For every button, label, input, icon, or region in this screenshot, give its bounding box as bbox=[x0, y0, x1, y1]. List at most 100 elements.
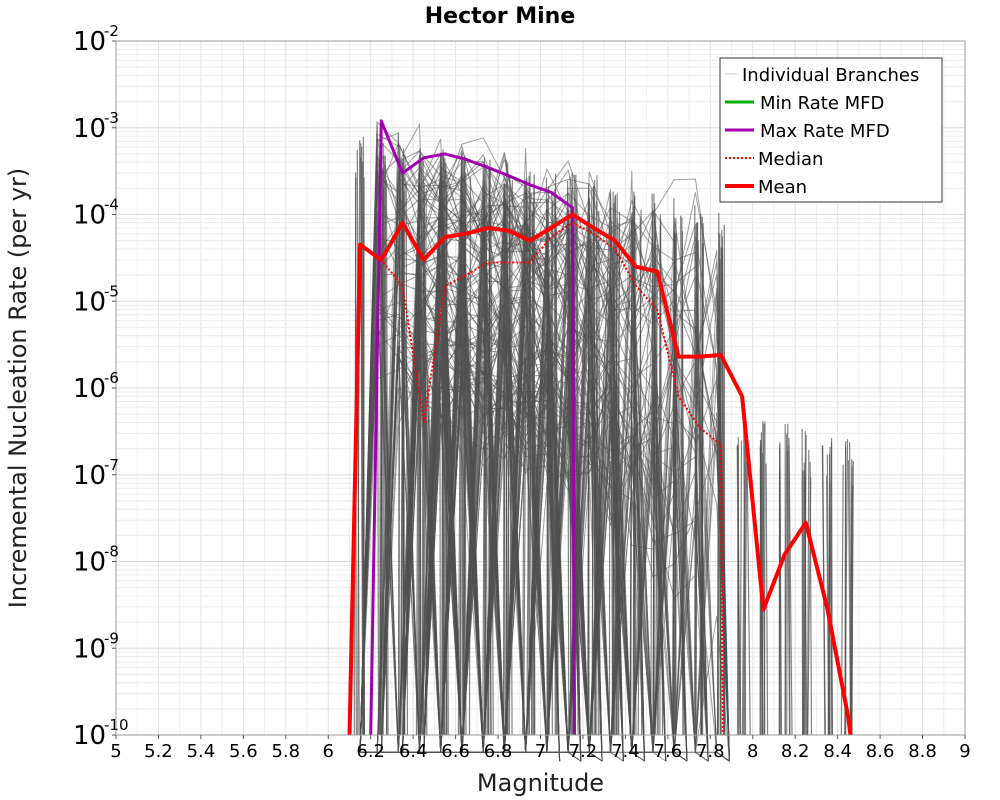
branch-spike bbox=[441, 149, 444, 736]
x-tick-label: 6 bbox=[323, 741, 334, 762]
branch-spike bbox=[405, 182, 409, 736]
legend-label: Min Rate MFD bbox=[760, 93, 884, 114]
x-tick-label: 7.4 bbox=[611, 741, 640, 762]
branch-spike bbox=[746, 456, 751, 736]
branch-spike bbox=[378, 174, 382, 736]
y-tick-exponent: -2 bbox=[104, 22, 119, 40]
branch-spike bbox=[548, 194, 553, 736]
branch-spike bbox=[356, 149, 360, 736]
branch-spike bbox=[671, 233, 676, 736]
x-tick-label: 5.4 bbox=[187, 741, 216, 762]
branch-spike bbox=[422, 188, 427, 736]
branch-spike bbox=[531, 201, 534, 736]
branch-spike bbox=[553, 191, 556, 736]
branch-spike bbox=[639, 218, 643, 736]
branch-spike bbox=[697, 240, 702, 736]
branch-spike bbox=[761, 423, 765, 736]
y-tick-exponent: -8 bbox=[104, 543, 119, 561]
branch-spike bbox=[439, 183, 441, 736]
branch-spike bbox=[576, 188, 581, 736]
branch-spike bbox=[545, 177, 550, 736]
x-tick-label: 8 bbox=[747, 741, 758, 762]
legend-box bbox=[719, 57, 943, 203]
y-tick-label: 10 bbox=[73, 27, 106, 57]
x-tick-label: 6.2 bbox=[356, 741, 385, 762]
branch-spike bbox=[482, 167, 486, 736]
branch-spike bbox=[598, 210, 601, 736]
branch-spike bbox=[443, 158, 446, 736]
branch-spike bbox=[523, 178, 528, 736]
branch-spike bbox=[659, 226, 664, 736]
x-tick-label: 7.2 bbox=[569, 741, 598, 762]
branch-spike bbox=[385, 179, 389, 736]
branch-spike bbox=[504, 162, 509, 736]
branch-spike bbox=[737, 444, 741, 736]
branch-spike bbox=[742, 439, 747, 736]
branch-spike bbox=[630, 223, 633, 736]
branch-spike bbox=[568, 218, 573, 736]
branch-line bbox=[359, 205, 624, 762]
y-tick-label: 10 bbox=[73, 114, 106, 144]
branch-spike bbox=[508, 180, 513, 736]
branch-spike bbox=[591, 185, 595, 736]
x-tick-label: 7 bbox=[535, 741, 546, 762]
x-tick-label: 6.6 bbox=[441, 741, 470, 762]
branch-spike bbox=[360, 143, 364, 736]
x-tick-label: 8.4 bbox=[823, 741, 852, 762]
series-layer bbox=[347, 119, 853, 736]
y-tick-label: 10 bbox=[73, 634, 106, 664]
branch-spike bbox=[422, 194, 425, 736]
branch-spike bbox=[441, 153, 445, 736]
branch-spike bbox=[680, 215, 684, 736]
y-tick-exponent: -4 bbox=[104, 196, 119, 214]
branch-spike bbox=[803, 477, 807, 736]
branch-spike bbox=[423, 182, 428, 736]
branch-spike bbox=[807, 477, 812, 736]
branch-spike bbox=[851, 485, 854, 736]
legend-label: Individual Branches bbox=[742, 65, 919, 86]
series-median bbox=[348, 221, 724, 736]
branch-spike bbox=[701, 244, 704, 736]
branch-spike bbox=[844, 439, 849, 736]
branch-spike bbox=[786, 450, 791, 736]
y-axis-label: Incremental Nucleation Rate (per yr) bbox=[4, 168, 32, 608]
y-tick-label: 10 bbox=[73, 201, 106, 231]
x-tick-label: 8.2 bbox=[781, 741, 810, 762]
branch-spike bbox=[382, 165, 386, 736]
branch-spike bbox=[463, 173, 467, 736]
branch-spike bbox=[445, 162, 448, 736]
chart-title: Hector Mine bbox=[425, 4, 576, 29]
branch-spike bbox=[695, 222, 698, 736]
branch-spike bbox=[528, 175, 533, 736]
y-tick-label: 10 bbox=[73, 374, 106, 404]
y-tick-label: 10 bbox=[73, 721, 106, 751]
x-axis-label: Magnitude bbox=[477, 769, 604, 797]
y-tick-exponent: -5 bbox=[104, 282, 119, 300]
branch-spike bbox=[526, 209, 531, 736]
y-tick-label: 10 bbox=[73, 287, 106, 317]
branch-spike bbox=[457, 183, 462, 736]
x-tick-label: 7.8 bbox=[696, 741, 725, 762]
individual-branches bbox=[353, 120, 854, 762]
branch-spike bbox=[743, 460, 748, 736]
y-tick-exponent: -3 bbox=[104, 109, 119, 127]
branch-spike bbox=[828, 447, 831, 736]
branch-spike bbox=[850, 459, 853, 736]
branch-spike bbox=[566, 180, 570, 736]
branch-spike bbox=[847, 460, 852, 736]
branch-spike bbox=[739, 440, 743, 736]
branch-spike bbox=[484, 167, 488, 736]
x-axis-ticks: 5 5.2 5.4 5.6 5.8 6 6.2 6.4 6.6 6.8 7 7.2 7.4 7.6 7.8 8… bbox=[110, 735, 971, 762]
y-tick-exponent: -6 bbox=[104, 369, 119, 387]
x-tick-label: 5 bbox=[110, 741, 121, 762]
x-tick-label: 9 bbox=[959, 741, 970, 762]
branch-spike bbox=[806, 449, 810, 736]
branch-spike bbox=[596, 200, 599, 736]
branch-spike bbox=[490, 204, 494, 736]
branch-spike bbox=[461, 171, 464, 736]
x-tick-label: 6.8 bbox=[484, 741, 513, 762]
x-tick-label: 5.6 bbox=[229, 741, 258, 762]
branch-spike bbox=[616, 211, 621, 736]
branch-spike bbox=[489, 173, 492, 736]
